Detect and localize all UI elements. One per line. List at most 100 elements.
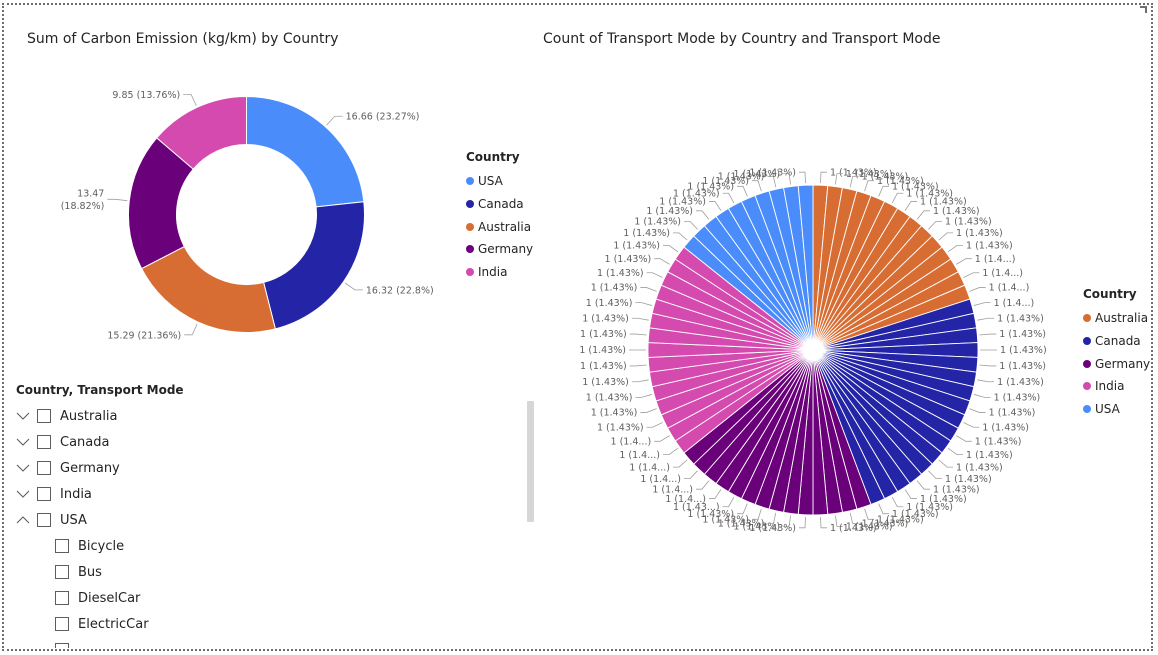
checkbox[interactable] [37, 461, 51, 475]
pie-data-label: 1 (1.43%) [673, 188, 720, 199]
pie-leader-line [864, 508, 875, 520]
checkbox[interactable] [55, 591, 69, 605]
pie-leader-line [654, 258, 670, 265]
donut-chart[interactable]: 16.66 (23.27%) 16.32 (22.8%) 15.29 (21.36%… [0, 0, 520, 370]
pie-data-label: 1 (1.43%) [733, 522, 780, 533]
pie-data-label: 1 (1.4...) [665, 494, 706, 505]
pie-leader-line [928, 470, 943, 480]
pie-leader-line [891, 192, 904, 204]
pie-data-label: 1 (1.4...) [994, 298, 1035, 309]
pie-data-label: 1 (1.43%) [892, 182, 939, 193]
chevron-up-icon[interactable] [16, 513, 30, 527]
checkbox[interactable] [37, 513, 51, 527]
legend-item-india[interactable]: India [1083, 375, 1150, 398]
pie-leader-line [696, 480, 710, 490]
pie-leader-line [938, 459, 954, 468]
checkbox[interactable] [55, 539, 69, 553]
slicer-item-india[interactable]: India [16, 481, 496, 507]
pie-leader-line [947, 447, 964, 456]
legend-item-usa[interactable]: USA [1083, 398, 1150, 421]
legend-item-australia[interactable]: Australia [466, 215, 533, 238]
slicer-item-germany[interactable]: Germany [16, 455, 496, 481]
chevron-down-icon[interactable] [16, 409, 30, 423]
legend-item-germany[interactable]: Germany [466, 238, 533, 261]
pie-data-label: 1 (1.43%) [994, 393, 1041, 404]
chevron-down-icon[interactable] [16, 461, 30, 475]
pie-data-label: 1 (1.43%) [605, 254, 652, 265]
pie-leader-line [683, 470, 698, 480]
pie-leader-line [956, 435, 972, 442]
pie-data-label: 1 (1.43%) [892, 509, 939, 520]
pie-slice-usa[interactable] [797, 184, 814, 351]
pie-data-label: 1 (1.43%) [702, 176, 749, 187]
pie-leader-line [635, 302, 653, 306]
pie-leader-line [640, 408, 657, 413]
legend-item-label: Australia [478, 219, 532, 234]
pie-data-label: 1 (1.43%) [830, 523, 877, 534]
legend-item-label: USA [478, 174, 503, 189]
pie-data-label: 1 (1.43%) [862, 519, 909, 530]
pie-data-label: 1 (1.43%) [591, 408, 638, 419]
pie-leader-line [646, 422, 663, 428]
legend-item-label: India [1095, 379, 1125, 394]
donut-leader-line [107, 198, 128, 202]
donut-legend: Country USA Canada Australia Germany Ind… [466, 150, 533, 283]
country-transport-slicer: Country, Transport Mode Australia Canada… [16, 383, 496, 648]
pie-data-label: 1 (1.43%) [877, 176, 924, 187]
pie-leader-line [654, 435, 670, 442]
slicer-child-bicycle[interactable]: Bicycle [16, 533, 496, 559]
pie-data-label: 1 (1.43%) [580, 361, 627, 372]
checkbox[interactable] [37, 435, 51, 449]
pie-leader-line [849, 176, 859, 188]
slicer-item-label: DieselCar [78, 590, 141, 606]
slicer-item-canada[interactable]: Canada [16, 429, 496, 455]
donut-slice-usa[interactable] [246, 95, 365, 208]
slicer-item-usa[interactable]: USA [16, 507, 496, 533]
pie-leader-line [904, 489, 918, 499]
pie-data-label: 1 (1.43%) [597, 268, 644, 279]
pie-data-label: 1 (1.43%) [906, 188, 953, 199]
pie-data-label: 1 (1.43%) [945, 217, 992, 228]
pie-leader-line [751, 508, 762, 520]
pie-leader-line [963, 422, 980, 428]
pie-chart[interactable]: 1 (1.43%)1 (1.43%)1 (1.43%)1 (1.43%)1 (1… [0, 0, 1158, 600]
legend-item-australia[interactable]: Australia [1083, 307, 1150, 330]
slicer-child-bus[interactable]: Bus [16, 559, 496, 585]
legend-item-canada[interactable]: Canada [1083, 330, 1150, 353]
pie-data-label: 1 (1.43%) [975, 436, 1022, 447]
chevron-down-icon[interactable] [16, 487, 30, 501]
checkbox[interactable] [37, 487, 51, 501]
slicer-child-electriccar[interactable]: ElectricCar [16, 611, 496, 637]
pie-leader-line [629, 333, 647, 336]
pie-data-label: 1 (1.43%) [933, 206, 980, 217]
pie-leader-line [963, 272, 980, 278]
checkbox[interactable] [55, 617, 69, 631]
legend-item-canada[interactable]: Canada [466, 193, 533, 216]
legend-item-germany[interactable]: Germany [1083, 352, 1150, 375]
slicer-child-partial[interactable] [16, 637, 496, 648]
pie-leader-line [783, 515, 791, 527]
pie-data-label: 1 (1.43%) [687, 509, 734, 520]
legend-item-india[interactable]: India [466, 261, 533, 284]
pie-chart-title: Count of Transport Mode by Country and T… [543, 31, 941, 47]
donut-legend-title: Country [466, 150, 520, 164]
resize-handle-icon[interactable] [1140, 6, 1147, 13]
pie-leader-line [820, 171, 827, 184]
donut-slice-india[interactable] [156, 95, 247, 170]
slicer-item-australia[interactable]: Australia [16, 403, 496, 429]
legend-dot-icon [466, 200, 474, 209]
legend-item-usa[interactable]: USA [466, 170, 533, 193]
slicer-child-dieselcar[interactable]: DieselCar [16, 585, 496, 611]
pie-data-label: 1 (1.43%) [997, 377, 1044, 388]
pie-data-label: 1 (1.43%) [646, 206, 693, 217]
donut-leader-line [183, 94, 197, 106]
checkbox[interactable] [55, 643, 69, 648]
chevron-down-icon[interactable] [16, 435, 30, 449]
vertical-scrollbar[interactable] [527, 401, 534, 522]
checkbox[interactable] [55, 565, 69, 579]
slicer-item-label: Germany [60, 460, 120, 476]
checkbox[interactable] [37, 409, 51, 423]
pie-data-label: 1 (1.43%) [687, 182, 734, 193]
pie-data-label: 1 (1.43%) [733, 169, 780, 180]
pie-data-label: 1 (1.43%) [966, 450, 1013, 461]
